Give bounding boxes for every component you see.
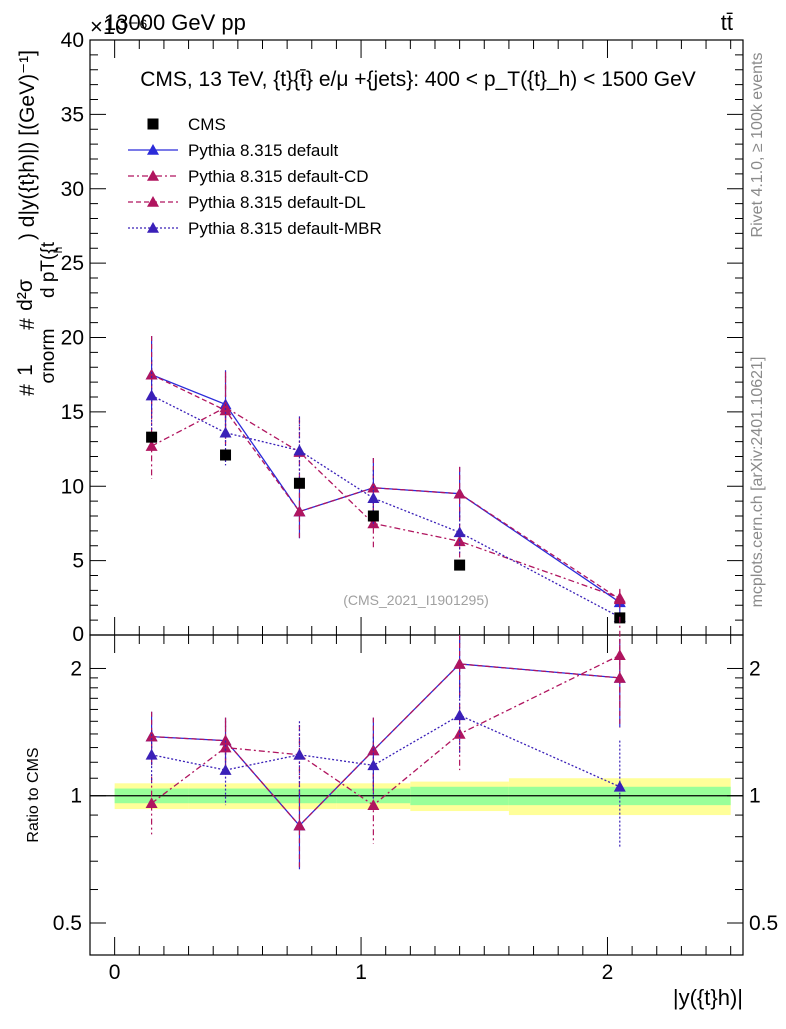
ratio-tick-label: 2 [70,657,82,680]
ratio-tick-label-right: 1 [749,785,761,808]
energy-label: 13000 GeV pp [104,10,246,35]
rivet-label: Rivet 4.1.0, ≥ 100k events [749,53,766,238]
process-label: tt̄ [721,10,733,35]
series-marker [453,526,466,538]
ratio-marker [613,780,626,792]
series-marker [367,492,380,503]
y-tick-label-zero: 0 [72,623,84,646]
analysis-watermark: (CMS_2021_I1901295) [343,592,489,608]
ratio-marker [145,797,158,809]
y-tick-label: 35 [61,103,84,126]
series-main [145,336,626,624]
ratio-marker [613,671,626,683]
legend-label: Pythia 8.315 default-CD [188,167,369,186]
ratio-marker [453,727,466,739]
legend-marker [147,144,159,155]
legend-label: Pythia 8.315 default [188,141,339,160]
ratio-series-line [151,714,621,788]
series-marker [453,487,466,499]
ratio-y-label: Ratio to CMS [25,747,42,842]
ratio-marker [145,748,158,760]
ratio-marker [613,649,626,660]
data-marker [293,477,305,489]
series-marker [293,444,306,456]
series-line [151,394,621,618]
legend-label-data: CMS [188,115,226,134]
ratio-bands [90,778,743,816]
ratio-tick-label-right: 2 [749,657,761,680]
y-tick-label: 20 [61,327,84,350]
legend: CMS Pythia 8.315 default Pythia 8.315 defa… [128,115,382,238]
series-marker [293,505,306,517]
ratio-marker [367,799,380,810]
ratio-marker [293,819,306,831]
data-marker [220,449,232,461]
ratio-marker [219,764,232,775]
x-axis-label: |y({t}h)| [673,985,743,1010]
y-tick-label: 15 [61,401,84,424]
x-tick-label: 0 [109,961,121,984]
data-marker [146,431,158,443]
ratio-marker [453,657,466,669]
ratio-marker [293,748,306,760]
data-marker [454,559,466,571]
exponent-label: ×10⁻⁶ [90,14,148,39]
legend-marker-data [147,118,159,130]
y-tick-label: 5 [72,550,84,573]
series-marker [613,593,626,605]
x-tick-label: 1 [355,961,367,984]
ratio-marker [219,734,232,746]
mcplots-label: mcplots.cern.ch [arXiv:2401.10621] [749,357,766,608]
series-line [151,406,621,599]
data-marker [367,510,379,522]
legend-marker [147,196,159,207]
svg-text:#1σnorm#d²σd pT({th) d|y({t}h): #1σnorm#d²σd pT({th) d|y({t}h)|) [(GeV)⁻… [14,50,65,396]
legend-marker [147,222,159,233]
series-marker [145,368,158,380]
legend-label: Pythia 8.315 default-MBR [188,219,382,238]
series-line [151,374,621,600]
ratio-tick-label: 1 [70,785,82,808]
x-tick-label: 2 [602,961,614,984]
legend-label: Pythia 8.315 default-DL [188,193,366,212]
series-marker [145,440,158,451]
y-tick-label: 40 [61,29,84,52]
y-tick-label: 10 [61,475,84,498]
y-axis-label: #1σnorm#d²σd pT({th) d|y({t}h)|) [(GeV)⁻… [14,50,65,396]
chart-title: CMS, 13 TeV, {t}{t̄} e/μ +{jets}: 400 < … [140,68,696,91]
ratio-marker [367,759,380,771]
ratio-series-line [151,654,621,806]
legend-marker [147,170,159,181]
axes: 5 10 15 20 25 30 35 40 0 0 1 2 0.5 0.5 1 1 2 2 [53,29,778,984]
ratio-series-line [151,663,620,827]
y-tick-label: 30 [61,178,84,201]
ratio-marker [453,709,466,721]
y-tick-label: 25 [61,252,84,275]
series-marker [145,389,158,401]
series-ratio [145,616,626,870]
ratio-marker [219,741,232,753]
ratio-tick-label-right: 0.5 [749,912,778,935]
series-marker [219,426,232,438]
ratio-plot-frame [89,634,744,956]
ratio-tick-label: 0.5 [53,912,82,935]
